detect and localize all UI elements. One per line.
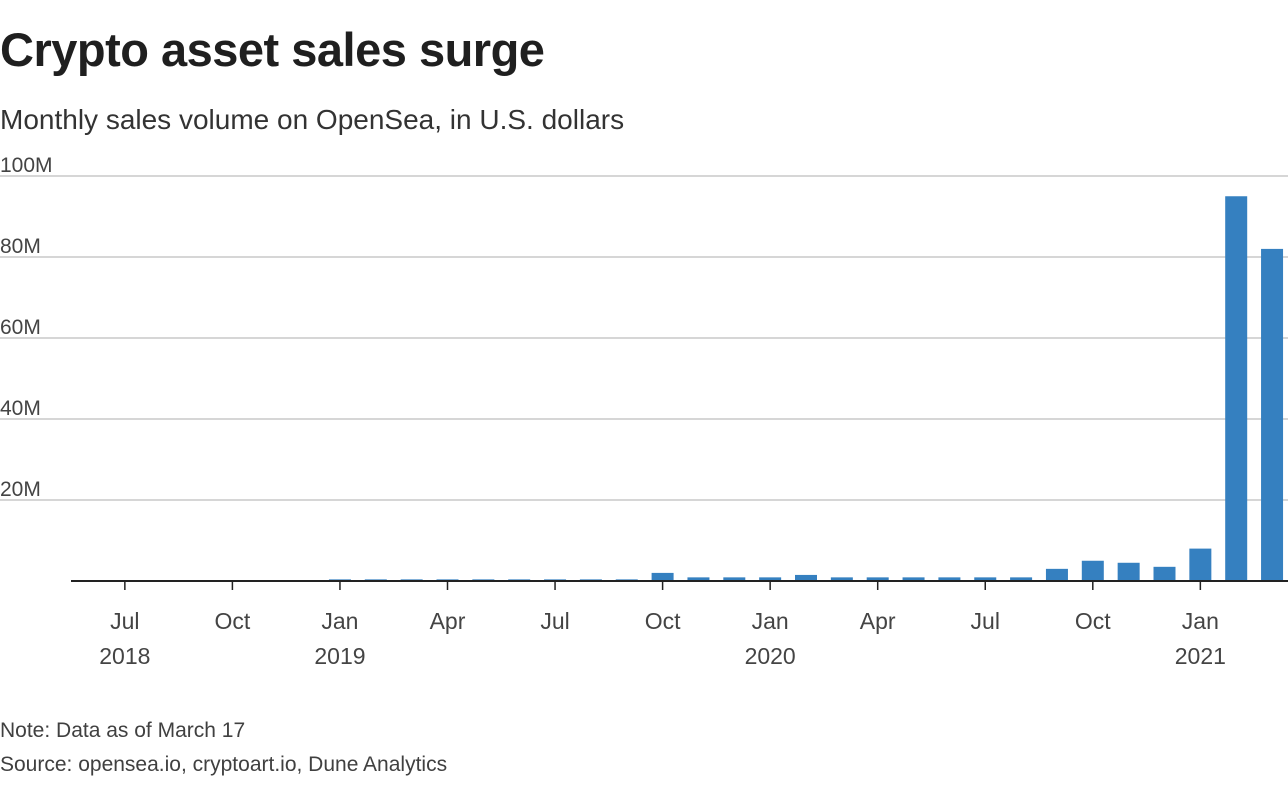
x-tick-year-label: 2019 <box>314 643 365 669</box>
x-tick-label: Jan <box>1182 608 1219 634</box>
bar <box>723 577 746 581</box>
bar <box>866 577 889 581</box>
chart-title: Crypto asset sales surge <box>0 23 545 76</box>
y-tick-label: 80M <box>0 235 41 258</box>
x-tick-label: Oct <box>1075 608 1111 634</box>
bar <box>759 577 782 581</box>
chart-note: Note: Data as of March 17 <box>0 719 246 742</box>
x-tick-label: Oct <box>645 608 681 634</box>
x-tick-year-label: 2021 <box>1175 643 1226 669</box>
x-axis-labels: Jul 2018 Oct Jan 2019 Apr Jul Oct Jan 2020 Apr Jul O… <box>99 581 1226 669</box>
x-tick-label: Jul <box>110 608 139 634</box>
bars <box>328 196 1284 581</box>
x-tick-label: Oct <box>215 608 251 634</box>
x-tick-label: Apr <box>860 608 896 634</box>
x-tick-year-label: 2018 <box>99 643 150 669</box>
x-tick-year-label: 2020 <box>745 643 796 669</box>
bar <box>974 577 997 581</box>
y-tick-label: 20M <box>0 478 41 501</box>
bar <box>902 577 925 581</box>
bar <box>651 572 674 581</box>
bar <box>1117 562 1140 581</box>
chart-subtitle: Monthly sales volume on OpenSea, in U.S.… <box>0 104 625 135</box>
x-tick-label: Jul <box>971 608 1000 634</box>
y-tick-label: 40M <box>0 397 41 420</box>
bar <box>938 577 961 581</box>
bar <box>1081 560 1104 581</box>
bar <box>1261 248 1284 581</box>
bar <box>1153 566 1176 581</box>
x-tick-label: Jul <box>540 608 569 634</box>
bar <box>1010 577 1033 581</box>
x-tick-label: Apr <box>430 608 466 634</box>
bar <box>795 574 817 581</box>
grid-lines <box>0 175 1288 501</box>
x-tick-label: Jan <box>752 608 789 634</box>
y-tick-label: 60M <box>0 316 41 339</box>
x-tick-label: Jan <box>321 608 358 634</box>
y-tick-label: 100M <box>0 154 53 177</box>
bar <box>1189 548 1212 581</box>
bar <box>830 577 853 581</box>
bar <box>1225 196 1248 581</box>
y-axis-labels: 20M 40M 60M 80M 100M <box>0 154 53 501</box>
chart-source: Source: opensea.io, cryptoart.io, Dune A… <box>0 753 448 776</box>
bar <box>1045 568 1068 581</box>
bar <box>687 577 710 581</box>
